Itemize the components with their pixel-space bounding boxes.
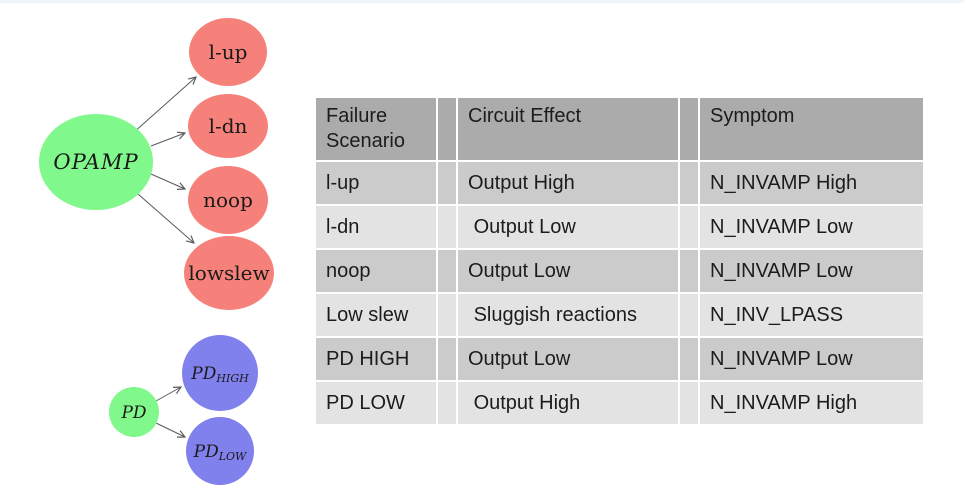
cell-spacer	[680, 250, 698, 292]
cell-effect: Output High	[458, 382, 678, 424]
node-pd-low-label: PDLOW	[193, 442, 248, 463]
cell-spacer	[438, 294, 456, 336]
cell-spacer	[680, 206, 698, 248]
arrow-pd-high	[155, 387, 181, 402]
opamp-arrows	[132, 77, 196, 243]
node-pd-high: PDHIGH	[182, 335, 258, 411]
node-noop-shape	[188, 166, 268, 234]
node-lup-shape	[189, 18, 267, 86]
header-spacer-2	[680, 98, 698, 160]
cell-spacer	[438, 382, 456, 424]
node-opamp: OPAMP	[39, 114, 153, 210]
table-row: l-dn Output Low N_INVAMP Low	[316, 206, 923, 248]
cell-effect: Output Low	[458, 338, 678, 380]
pd-low-sub: LOW	[218, 450, 248, 463]
cell-symptom: N_INV_LPASS	[700, 294, 923, 336]
header-spacer-1	[438, 98, 456, 160]
cell-symptom: N_INVAMP Low	[700, 250, 923, 292]
top-border-line	[0, 0, 964, 3]
failure-scenario-table: Failure Scenario Circuit Effect Symptom …	[314, 96, 925, 426]
cell-effect: Output Low	[458, 250, 678, 292]
cell-spacer	[680, 338, 698, 380]
node-noop-label: noop	[203, 188, 253, 212]
arrow-pd-low	[155, 422, 185, 437]
node-lowslew-label: lowslew	[188, 261, 269, 285]
fault-tree-diagram: OPAMP l-up l-dn noop lowslew PD	[39, 18, 274, 485]
pd-high-sub: HIGH	[215, 372, 249, 385]
cell-spacer	[438, 206, 456, 248]
arrow-opamp-ldn	[150, 133, 185, 147]
node-pd-label: PD	[120, 403, 146, 423]
node-lowslew-shape	[184, 236, 274, 310]
cell-scenario: l-dn	[316, 206, 436, 248]
node-ldn-label: l-dn	[209, 114, 248, 138]
node-ldn: l-dn	[188, 94, 268, 158]
header-symptom: Symptom	[700, 98, 923, 160]
table-row: noop Output Low N_INVAMP Low	[316, 250, 923, 292]
cell-scenario: noop	[316, 250, 436, 292]
cell-spacer	[680, 382, 698, 424]
table-row: Low slew Sluggish reactions N_INV_LPASS	[316, 294, 923, 336]
cell-spacer	[680, 162, 698, 204]
cell-symptom: N_INVAMP High	[700, 382, 923, 424]
table-row: PD HIGH Output Low N_INVAMP Low	[316, 338, 923, 380]
table-row: PD LOW Output High N_INVAMP High	[316, 382, 923, 424]
arrow-opamp-noop	[150, 173, 185, 189]
header-circuit-effect: Circuit Effect	[458, 98, 678, 160]
cell-symptom: N_INVAMP High	[700, 162, 923, 204]
cell-symptom: N_INVAMP Low	[700, 206, 923, 248]
cell-scenario: l-up	[316, 162, 436, 204]
cell-spacer	[438, 250, 456, 292]
node-lup: l-up	[189, 18, 267, 86]
node-opamp-label: OPAMP	[53, 150, 138, 174]
node-pd-low-shape	[186, 417, 254, 485]
arrow-opamp-lowslew	[137, 193, 194, 243]
cell-effect: Sluggish reactions	[458, 294, 678, 336]
node-opamp-shape	[39, 114, 153, 210]
pd-high-base: PD	[190, 364, 216, 384]
table-header-row: Failure Scenario Circuit Effect Symptom	[316, 98, 923, 160]
cell-spacer	[438, 338, 456, 380]
pd-arrows	[155, 387, 185, 437]
node-noop: noop	[188, 166, 268, 234]
node-pd-high-label: PDHIGH	[190, 364, 249, 385]
node-pd-shape	[109, 387, 159, 437]
node-pd-low: PDLOW	[186, 417, 254, 485]
cell-scenario: PD HIGH	[316, 338, 436, 380]
cell-spacer	[680, 294, 698, 336]
cell-effect: Output High	[458, 162, 678, 204]
cell-symptom: N_INVAMP Low	[700, 338, 923, 380]
node-pd-high-shape	[182, 335, 258, 411]
node-lowslew: lowslew	[184, 236, 274, 310]
node-ldn-shape	[188, 94, 268, 158]
table-row: l-up Output High N_INVAMP High	[316, 162, 923, 204]
cell-scenario: Low slew	[316, 294, 436, 336]
pd-low-base: PD	[193, 442, 219, 462]
cell-spacer	[438, 162, 456, 204]
arrow-opamp-lup	[132, 77, 196, 134]
cell-scenario: PD LOW	[316, 382, 436, 424]
node-lup-label: l-up	[209, 40, 248, 64]
cell-effect: Output Low	[458, 206, 678, 248]
header-failure-scenario: Failure Scenario	[316, 98, 436, 160]
node-pd: PD	[109, 387, 159, 437]
